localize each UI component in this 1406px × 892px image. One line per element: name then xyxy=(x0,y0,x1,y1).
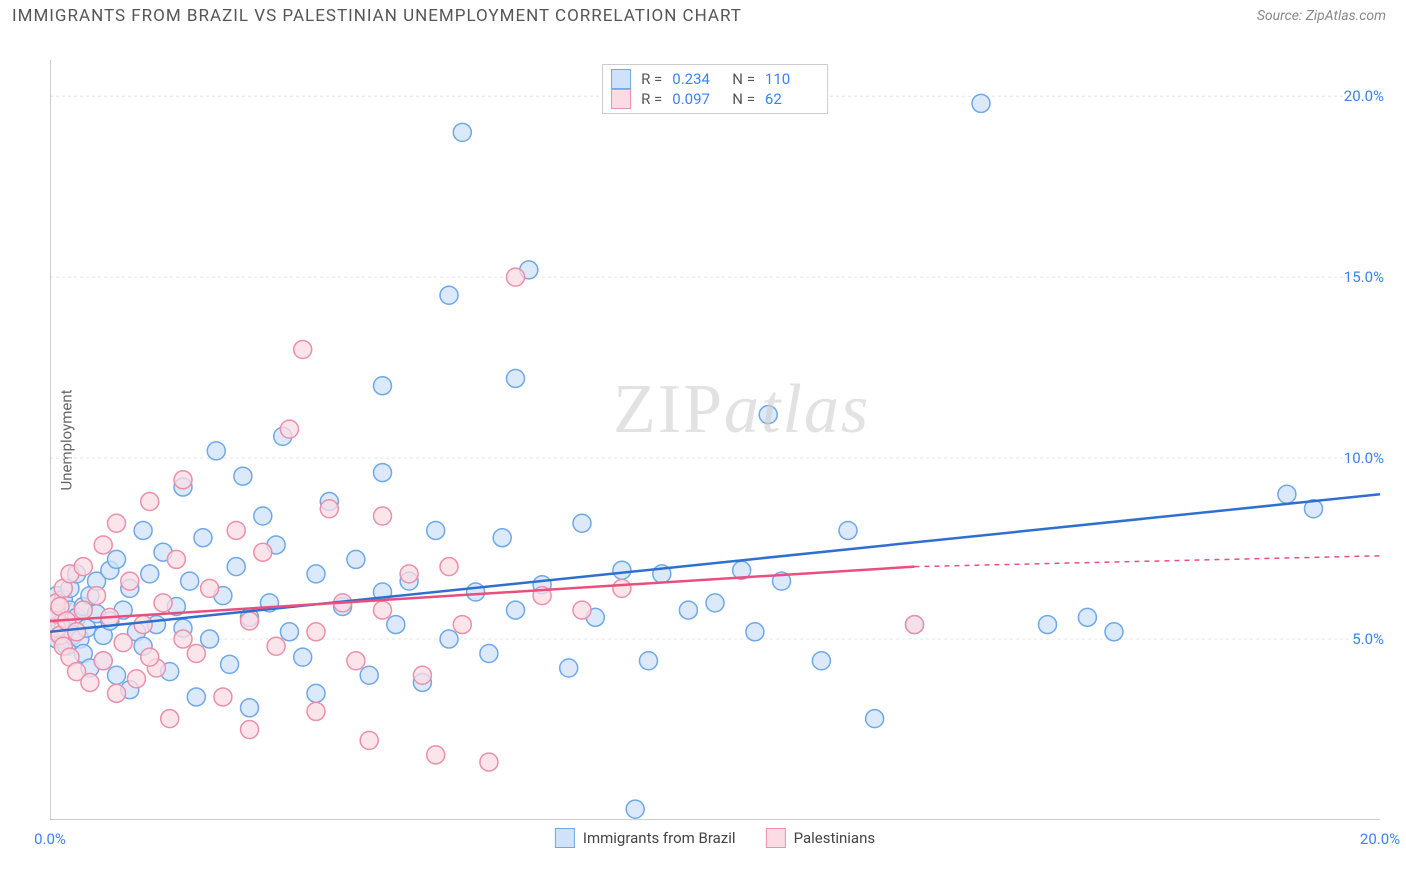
series-legend-item: Palestinians xyxy=(766,828,876,848)
scatter-plot xyxy=(50,60,1380,820)
legend-swatch xyxy=(611,69,631,89)
n-value: 62 xyxy=(765,90,815,108)
y-tick-label: 10.0% xyxy=(1344,449,1384,467)
n-label: N = xyxy=(732,90,755,108)
r-value: 0.234 xyxy=(672,70,722,88)
x-tick-label: 20.0% xyxy=(1360,830,1400,848)
r-label: R = xyxy=(641,90,662,108)
source-label: Source: ZipAtlas.com xyxy=(1257,8,1386,24)
series-name: Palestinians xyxy=(794,829,876,847)
series-name: Immigrants from Brazil xyxy=(583,829,736,847)
correlation-legend: R = 0.234 N = 110 R = 0.097 N = 62 xyxy=(602,64,828,114)
y-tick-label: 20.0% xyxy=(1344,87,1384,105)
chart-title: IMMIGRANTS FROM BRAZIL VS PALESTINIAN UN… xyxy=(12,6,742,26)
x-tick-label: 0.0% xyxy=(34,830,66,848)
y-tick-label: 15.0% xyxy=(1344,268,1384,286)
legend-swatch xyxy=(611,89,631,109)
legend-swatch xyxy=(555,828,575,848)
n-value: 110 xyxy=(765,70,815,88)
legend-row: R = 0.234 N = 110 xyxy=(611,69,815,89)
y-tick-label: 5.0% xyxy=(1352,630,1384,648)
series-legend-item: Immigrants from Brazil xyxy=(555,828,736,848)
series-legend: Immigrants from Brazil Palestinians xyxy=(555,828,875,848)
r-value: 0.097 xyxy=(672,90,722,108)
n-label: N = xyxy=(732,70,755,88)
legend-swatch xyxy=(766,828,786,848)
legend-row: R = 0.097 N = 62 xyxy=(611,89,815,109)
chart-area: Unemployment ZIPatlas R =0.234N =110R =0… xyxy=(50,60,1380,820)
r-label: R = xyxy=(641,70,662,88)
